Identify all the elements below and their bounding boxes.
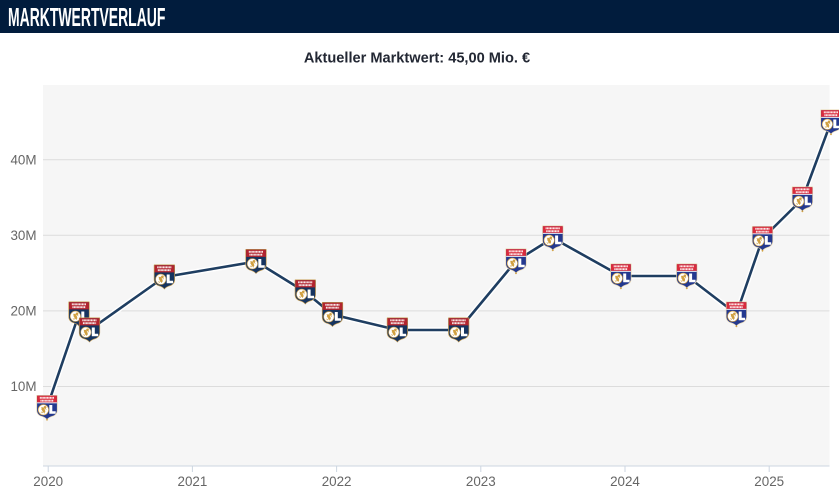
svg-text:Aktueller Marktwert: 45,00 Mio: Aktueller Marktwert: 45,00 Mio. € (304, 51, 530, 67)
svg-text:2023: 2023 (466, 474, 496, 489)
svg-text:30M: 30M (10, 228, 36, 243)
svg-text:40M: 40M (10, 152, 36, 167)
svg-text:2024: 2024 (610, 474, 640, 489)
svg-text:2021: 2021 (178, 474, 208, 489)
svg-text:10M: 10M (10, 379, 36, 394)
svg-text:2025: 2025 (754, 474, 784, 489)
svg-text:20M: 20M (10, 304, 36, 319)
svg-text:2020: 2020 (33, 474, 63, 489)
svg-text:MARKTWERTVERLAUF: MARKTWERTVERLAUF (8, 4, 165, 33)
svg-text:2022: 2022 (322, 474, 352, 489)
